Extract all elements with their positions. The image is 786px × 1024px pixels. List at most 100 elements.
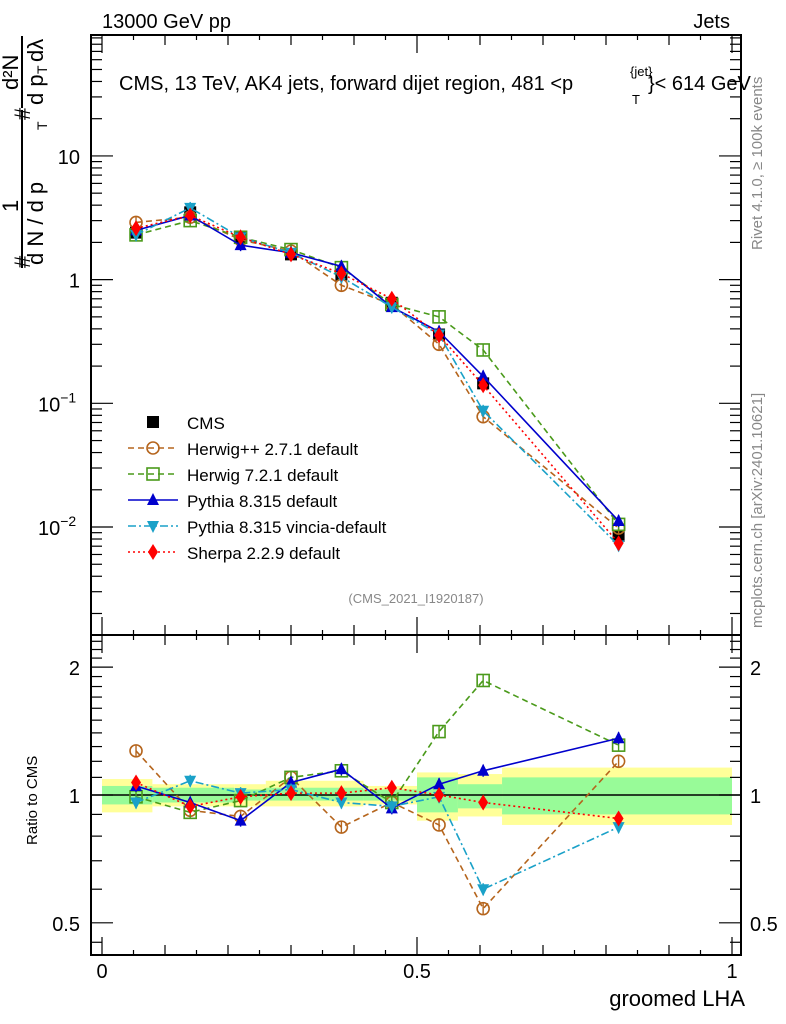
ratio-point [130, 797, 143, 810]
legend-item: CMS [147, 414, 225, 433]
title-sub: T [632, 92, 640, 107]
main-point [478, 377, 489, 394]
main-title: CMS, 13 TeV, AK4 jets, forward dijet reg… [119, 64, 752, 107]
main-point [476, 343, 490, 357]
main-point [477, 369, 490, 382]
legend-label: Pythia 8.315 default [187, 492, 338, 511]
legend-item: Herwig++ 2.7.1 default [128, 440, 358, 459]
legend-marker [146, 467, 160, 481]
ratio-y-tick-label: 0.5 [52, 914, 80, 936]
ratio-y-tick-label: 1 [69, 786, 80, 808]
y-tick-label: 10 [58, 147, 80, 169]
legend-label: Herwig++ 2.7.1 default [187, 440, 358, 459]
x-tick-label: 0.5 [403, 961, 431, 983]
rivet-label: Rivet 4.1.0, ≥ 100k events [749, 77, 766, 250]
main-point [235, 229, 246, 246]
main-point [131, 220, 142, 237]
legend-marker [146, 441, 160, 455]
ratio-point [611, 754, 626, 769]
main-point [335, 259, 348, 272]
x-tick-label: 0 [96, 961, 107, 983]
ratio-point [334, 820, 349, 834]
title-main: CMS, 13 TeV, AK4 jets, forward dijet reg… [119, 73, 573, 95]
legend-item: Pythia 8.315 default [128, 492, 338, 511]
main-point [185, 207, 196, 224]
title-text: CMS, 13 TeV, AK4 jets, forward dijet reg… [119, 73, 573, 95]
ylabel-frac1-num: 1 [0, 200, 23, 212]
main-point [385, 302, 398, 315]
ratio-point [478, 794, 489, 811]
x-axis-label: groomed LHA [609, 986, 745, 1011]
ratio-point [234, 813, 247, 826]
ratio-point [285, 775, 297, 788]
legend-marker [147, 493, 159, 505]
y-tick-label: 10−2 [38, 513, 76, 540]
main-point [612, 513, 625, 526]
ylabel-frac2-den: d p [23, 74, 48, 105]
ratio-point [386, 779, 397, 796]
ratio-y-tick-label: 2 [69, 658, 80, 680]
x-tick-label: 1 [726, 961, 737, 983]
ratio-point [477, 763, 490, 776]
y-tick-label: 1 [69, 271, 80, 293]
main-point [336, 265, 347, 282]
main-point [434, 327, 445, 344]
analysis-id: (CMS_2021_I1920187) [348, 591, 483, 606]
ratio-point [477, 884, 490, 897]
ratio-point [129, 744, 143, 758]
ratio-point [433, 777, 446, 790]
ylabel-sub2: T [34, 65, 50, 74]
legend-item: Pythia 8.315 vincia-default [128, 518, 387, 537]
ratio-point [476, 901, 490, 916]
main-point [477, 405, 490, 418]
ratio-series [129, 673, 626, 916]
legend-label: CMS [187, 414, 225, 433]
mcplots-label: mcplots.cern.ch [arXiv:2401.10621] [749, 393, 766, 628]
title-tail: }< 614 GeV [648, 73, 752, 95]
ratio-point [476, 673, 490, 688]
y-tick-label: 10−1 [38, 389, 76, 416]
ylabel-frac2-den2: dλ [23, 39, 48, 62]
ratio-point [612, 731, 625, 744]
category-label: Jets [693, 11, 730, 33]
ratio-point [235, 788, 246, 805]
ratio-ylabel: Ratio to CMS [24, 756, 41, 845]
axes: 0 0.5 1 10 1 10−1 10−2 0.5 0.5 1 1 2 2 [38, 34, 778, 983]
ratio-point [335, 797, 348, 810]
main-series-5 [131, 207, 624, 552]
ratio-point [385, 801, 398, 814]
green-band [502, 777, 732, 815]
ylabel-hash2: # [10, 107, 35, 120]
ratio-point [613, 810, 624, 827]
ratio-point [336, 785, 347, 802]
legend-item: Herwig 7.2.1 default [128, 466, 338, 485]
ratio-point [434, 786, 445, 803]
ratio-point [612, 822, 625, 835]
ylabel-frac2-num: d²N [0, 55, 23, 90]
title-sup: {jet} [630, 64, 653, 79]
main-point [613, 535, 624, 552]
energy-label: 13000 GeV pp [102, 11, 231, 33]
ratio-y-tick-label-right: 1 [750, 786, 761, 808]
ratio-point [131, 774, 142, 791]
ratio-point [432, 818, 446, 832]
legend-item: Sherpa 2.2.9 default [128, 544, 340, 563]
main-series [129, 201, 626, 553]
ratio-y-tick-label-right: 0.5 [750, 914, 778, 936]
main-series-1 [129, 210, 626, 535]
ratio-point [432, 724, 446, 739]
legend-marker [147, 521, 159, 533]
ratio-y-tick-label-right: 2 [750, 658, 761, 680]
main-point [432, 310, 446, 324]
ratio-point [286, 785, 296, 802]
legend-marker [147, 416, 159, 428]
ratio-point [335, 762, 348, 775]
legend-label: Sherpa 2.2.9 default [187, 544, 340, 563]
legend-label: Pythia 8.315 vincia-default [187, 518, 387, 537]
main-point [286, 246, 296, 263]
ylabel-sub1: T [34, 121, 50, 130]
ylabel-frac1-den: d N / d p [23, 182, 48, 265]
ratio-point [185, 798, 196, 815]
legend-label: Herwig 7.2.1 default [187, 466, 338, 485]
